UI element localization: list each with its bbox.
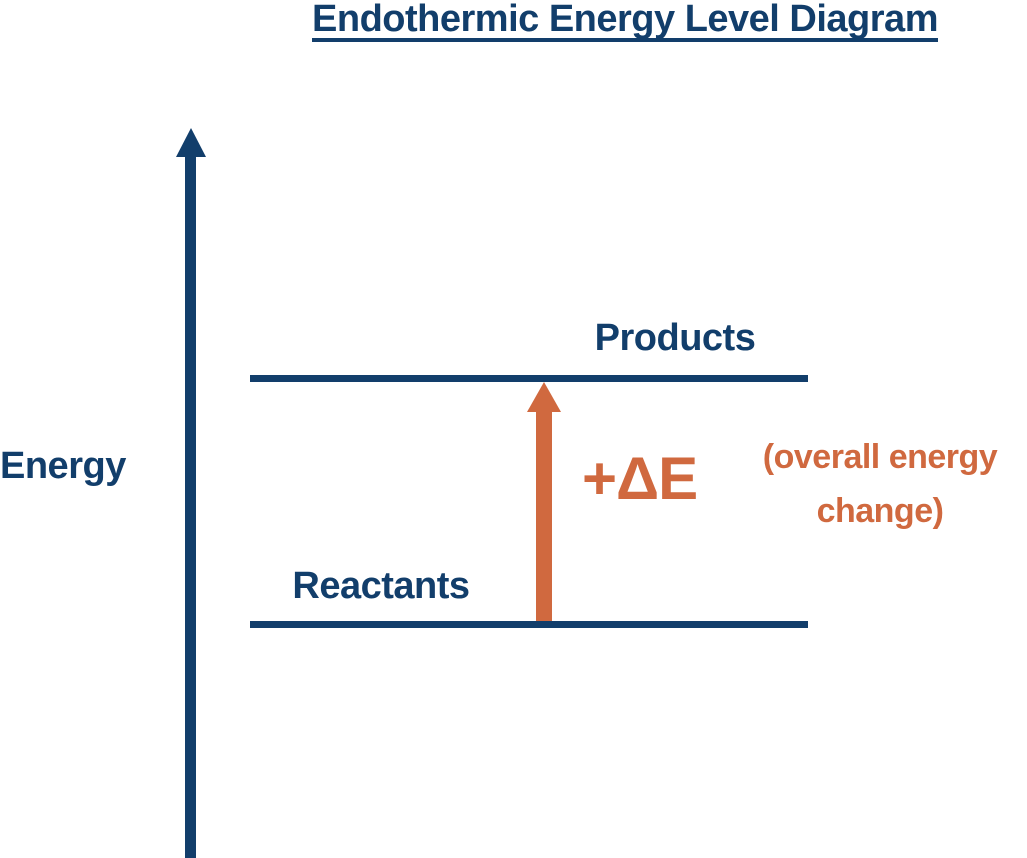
reactants-level-line <box>250 621 808 628</box>
products-level-line <box>250 375 808 382</box>
energy-change-arrow-line <box>536 410 552 621</box>
energy-change-note-line2: change) <box>816 492 944 531</box>
energy-axis-line <box>185 153 196 858</box>
energy-change-symbol: +ΔE <box>582 445 698 512</box>
energy-change-arrowhead-icon <box>527 382 561 412</box>
energy-change-note-line1: (overall energy <box>762 438 998 476</box>
reactants-label: Reactants <box>292 565 470 607</box>
energy-change-note: (overall energy change) <box>762 430 998 539</box>
energy-axis-label: Energy <box>0 445 126 487</box>
energy-axis-arrowhead-icon <box>176 128 206 157</box>
products-label: Products <box>594 317 756 359</box>
diagram-title: Endothermic Energy Level Diagram <box>312 0 938 42</box>
